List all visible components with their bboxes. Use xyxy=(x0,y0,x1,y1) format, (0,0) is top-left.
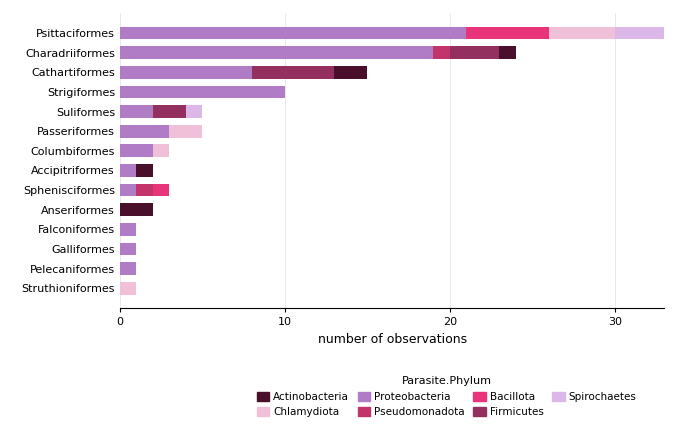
Bar xyxy=(120,203,153,216)
Bar xyxy=(252,66,334,79)
Bar xyxy=(615,26,664,39)
Bar xyxy=(153,183,169,196)
Bar xyxy=(136,164,153,177)
Bar xyxy=(120,223,136,236)
Bar xyxy=(120,105,153,118)
Bar xyxy=(499,46,516,59)
Bar xyxy=(466,26,549,39)
Bar xyxy=(120,144,153,157)
Bar xyxy=(334,66,367,79)
Bar xyxy=(120,85,285,98)
Bar xyxy=(120,46,434,59)
Bar xyxy=(434,46,450,59)
Bar xyxy=(120,282,136,295)
Bar xyxy=(549,26,615,39)
Bar xyxy=(120,262,136,275)
Bar xyxy=(120,242,136,255)
Bar xyxy=(450,46,499,59)
Bar xyxy=(120,66,252,79)
X-axis label: number of observations: number of observations xyxy=(318,333,466,345)
Bar xyxy=(136,183,153,196)
Bar xyxy=(120,26,466,39)
Bar xyxy=(120,164,136,177)
Bar xyxy=(153,144,169,157)
Bar xyxy=(120,125,169,138)
Bar xyxy=(153,105,186,118)
Legend: Actinobacteria, Chlamydiota, Proteobacteria, Pseudomonadota, Bacillota, Firmicut: Actinobacteria, Chlamydiota, Proteobacte… xyxy=(253,372,640,422)
Bar xyxy=(169,125,202,138)
Bar xyxy=(120,183,136,196)
Bar xyxy=(186,105,202,118)
